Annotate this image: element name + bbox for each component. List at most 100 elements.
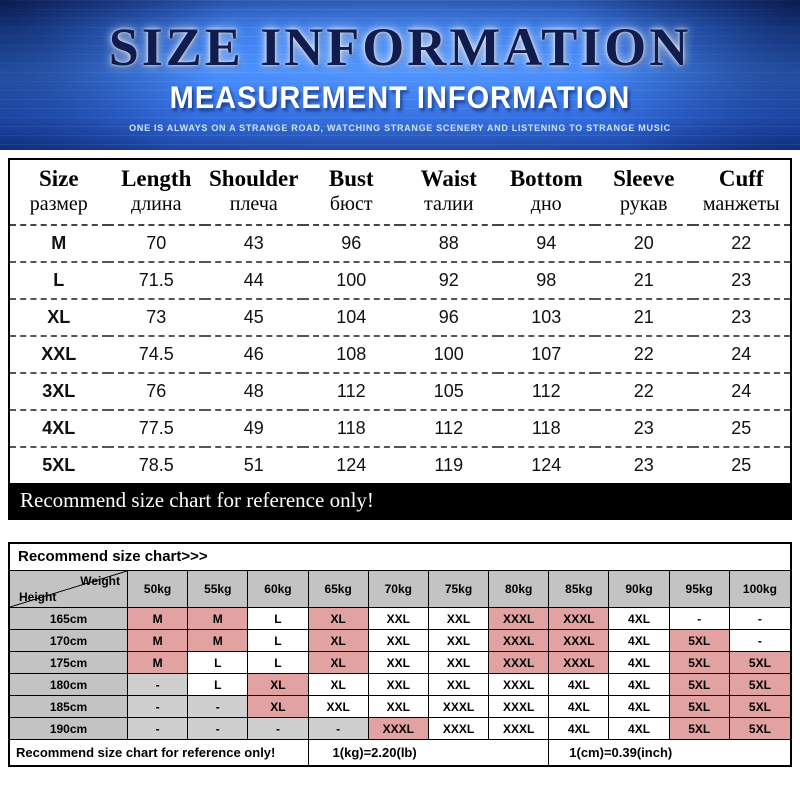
size-value-cell: 124 xyxy=(531,455,562,475)
size-col-header-en: Length xyxy=(121,166,192,191)
recommend-size-cell: - xyxy=(128,696,189,718)
recommend-size-cell: XL xyxy=(308,630,369,652)
recommend-size-cell: 4XL xyxy=(549,696,610,718)
size-col-header-en: Cuff xyxy=(718,166,764,191)
recommend-size-cell: XXXL xyxy=(489,696,550,718)
size-row-label: XXL xyxy=(10,337,108,374)
recommend-size-cell: XXXL xyxy=(428,696,490,718)
size-value-cell: 70 xyxy=(107,226,205,263)
weight-header-cell: 100kg xyxy=(729,571,790,608)
recommend-size-cell: - xyxy=(248,718,309,740)
recommend-table-title: Recommend size chart>>> xyxy=(10,544,790,571)
recommend-size-cell: XL xyxy=(308,608,369,630)
recommend-size-cell: 5XL xyxy=(669,652,730,674)
size-value-cell: 78.5 xyxy=(138,455,174,475)
hero-banner: SIZE INFORMATION MEASUREMENT INFORMATION… xyxy=(0,0,800,150)
recommend-size-cell: 5XL xyxy=(729,652,790,674)
recommend-size-cell: XXXL xyxy=(489,674,550,696)
size-value-cell: 25 xyxy=(731,455,752,475)
size-col-header-ru: длина xyxy=(131,193,182,215)
size-col-header-bottom: Bottom дно xyxy=(497,160,595,226)
recommend-size-cell: 4XL xyxy=(609,696,670,718)
recommend-size-cell: XXXL xyxy=(549,630,610,652)
recommend-size-cell: - xyxy=(188,718,249,740)
corner-height-label: Height xyxy=(19,590,57,604)
size-value-cell: 107 xyxy=(497,337,595,374)
size-row-label: 3XL xyxy=(10,374,108,411)
size-value-cell: 73 xyxy=(107,300,205,337)
size-value-cell: 24 xyxy=(692,337,790,374)
recommend-size-cell: M xyxy=(188,630,249,652)
size-col-header-size: Size размер xyxy=(10,160,108,226)
size-value-cell: 45 xyxy=(205,300,303,337)
recommend-size-cell: - xyxy=(128,674,189,696)
recommend-size-cell: XXL xyxy=(368,630,429,652)
size-col-header-en: Bust xyxy=(328,166,374,191)
size-value-cell: 23 xyxy=(595,411,693,448)
recommend-size-cell: XXL xyxy=(428,652,490,674)
recommend-size-cell: 5XL xyxy=(669,630,730,652)
recommend-size-cell: - xyxy=(729,630,790,652)
weight-header-cell: 60kg xyxy=(248,571,309,608)
size-value-cell: 51 xyxy=(243,455,264,475)
size-col-header-ru: дно xyxy=(530,193,562,215)
size-col-header-en: Shoulder xyxy=(209,166,299,191)
corner-weight-label: Weight xyxy=(80,574,120,588)
weight-header-cell: 85kg xyxy=(549,571,610,608)
page-title: SIZE INFORMATION xyxy=(108,17,692,77)
size-value-cell: 100 xyxy=(302,263,400,300)
recommend-size-cell: - xyxy=(308,718,369,740)
size-value-cell: 96 xyxy=(400,300,498,337)
weight-header-cell: 70kg xyxy=(368,571,429,608)
recommend-size-cell: 4XL xyxy=(549,674,610,696)
size-value-cell: 88 xyxy=(400,226,498,263)
recommend-size-cell: XXXL xyxy=(549,652,610,674)
size-col-header-en: Bottom xyxy=(509,166,583,191)
size-value-cell: 94 xyxy=(497,226,595,263)
height-header-cell: 165cm xyxy=(10,608,128,630)
size-value-cell: 98 xyxy=(497,263,595,300)
recommend-size-cell: 4XL xyxy=(609,630,670,652)
size-row-label: M xyxy=(10,226,108,263)
recommend-size-cell: L xyxy=(248,608,309,630)
kg-to-lb-conversion: 1(kg)=2.20(lb) xyxy=(308,740,550,765)
size-value-cell: 112 xyxy=(497,374,595,411)
recommend-size-cell: - xyxy=(188,696,249,718)
recommend-size-cell: XXL xyxy=(368,652,429,674)
size-col-header-en: Waist xyxy=(420,166,477,191)
weight-header-cell: 80kg xyxy=(489,571,550,608)
size-value-cell: 23 xyxy=(633,455,654,475)
recommend-size-cell: M xyxy=(128,630,189,652)
recommend-size-cell: M xyxy=(188,608,249,630)
size-col-header-shoulder: Shoulder плеча xyxy=(205,160,303,226)
size-value-cell: 112 xyxy=(302,374,400,411)
size-value-cell: 119 xyxy=(434,455,464,475)
page-tagline: ONE IS ALWAYS ON A STRANGE ROAD, WATCHIN… xyxy=(129,123,671,133)
size-col-header-en: Sleeve xyxy=(613,166,675,191)
height-header-cell: 190cm xyxy=(10,718,128,740)
recommend-size-cell: XXL xyxy=(368,674,429,696)
recommend-size-cell: XXL xyxy=(428,630,490,652)
recommend-size-table: Recommend size chart>>> Weight Height 50kg… xyxy=(8,542,792,767)
recommend-size-cell: - xyxy=(669,608,730,630)
recommend-size-cell: XXXL xyxy=(489,652,550,674)
size-value-cell: 105 xyxy=(400,374,498,411)
recommend-size-cell: 5XL xyxy=(729,674,790,696)
size-value-cell: 21 xyxy=(595,300,693,337)
recommend-size-cell: L xyxy=(248,652,309,674)
recommend-size-cell: 4XL xyxy=(549,718,610,740)
size-value-cell: 25 xyxy=(692,411,790,448)
recommend-size-cell: 4XL xyxy=(609,608,670,630)
size-value-cell: 23 xyxy=(692,263,790,300)
recommend-size-cell: XL xyxy=(248,696,309,718)
recommend-size-cell: XXL xyxy=(308,696,369,718)
recommend-size-cell: L xyxy=(188,652,249,674)
recommend-size-cell: XL xyxy=(308,674,369,696)
recommend-size-cell: - xyxy=(729,608,790,630)
recommend-size-cell: XL xyxy=(248,674,309,696)
size-col-header-cuff: Cuff манжеты xyxy=(692,160,790,226)
size-value-cell: 49 xyxy=(205,411,303,448)
recommend-size-cell: L xyxy=(248,630,309,652)
recommend-size-cell: M xyxy=(128,608,189,630)
size-value-cell: 118 xyxy=(302,411,400,448)
